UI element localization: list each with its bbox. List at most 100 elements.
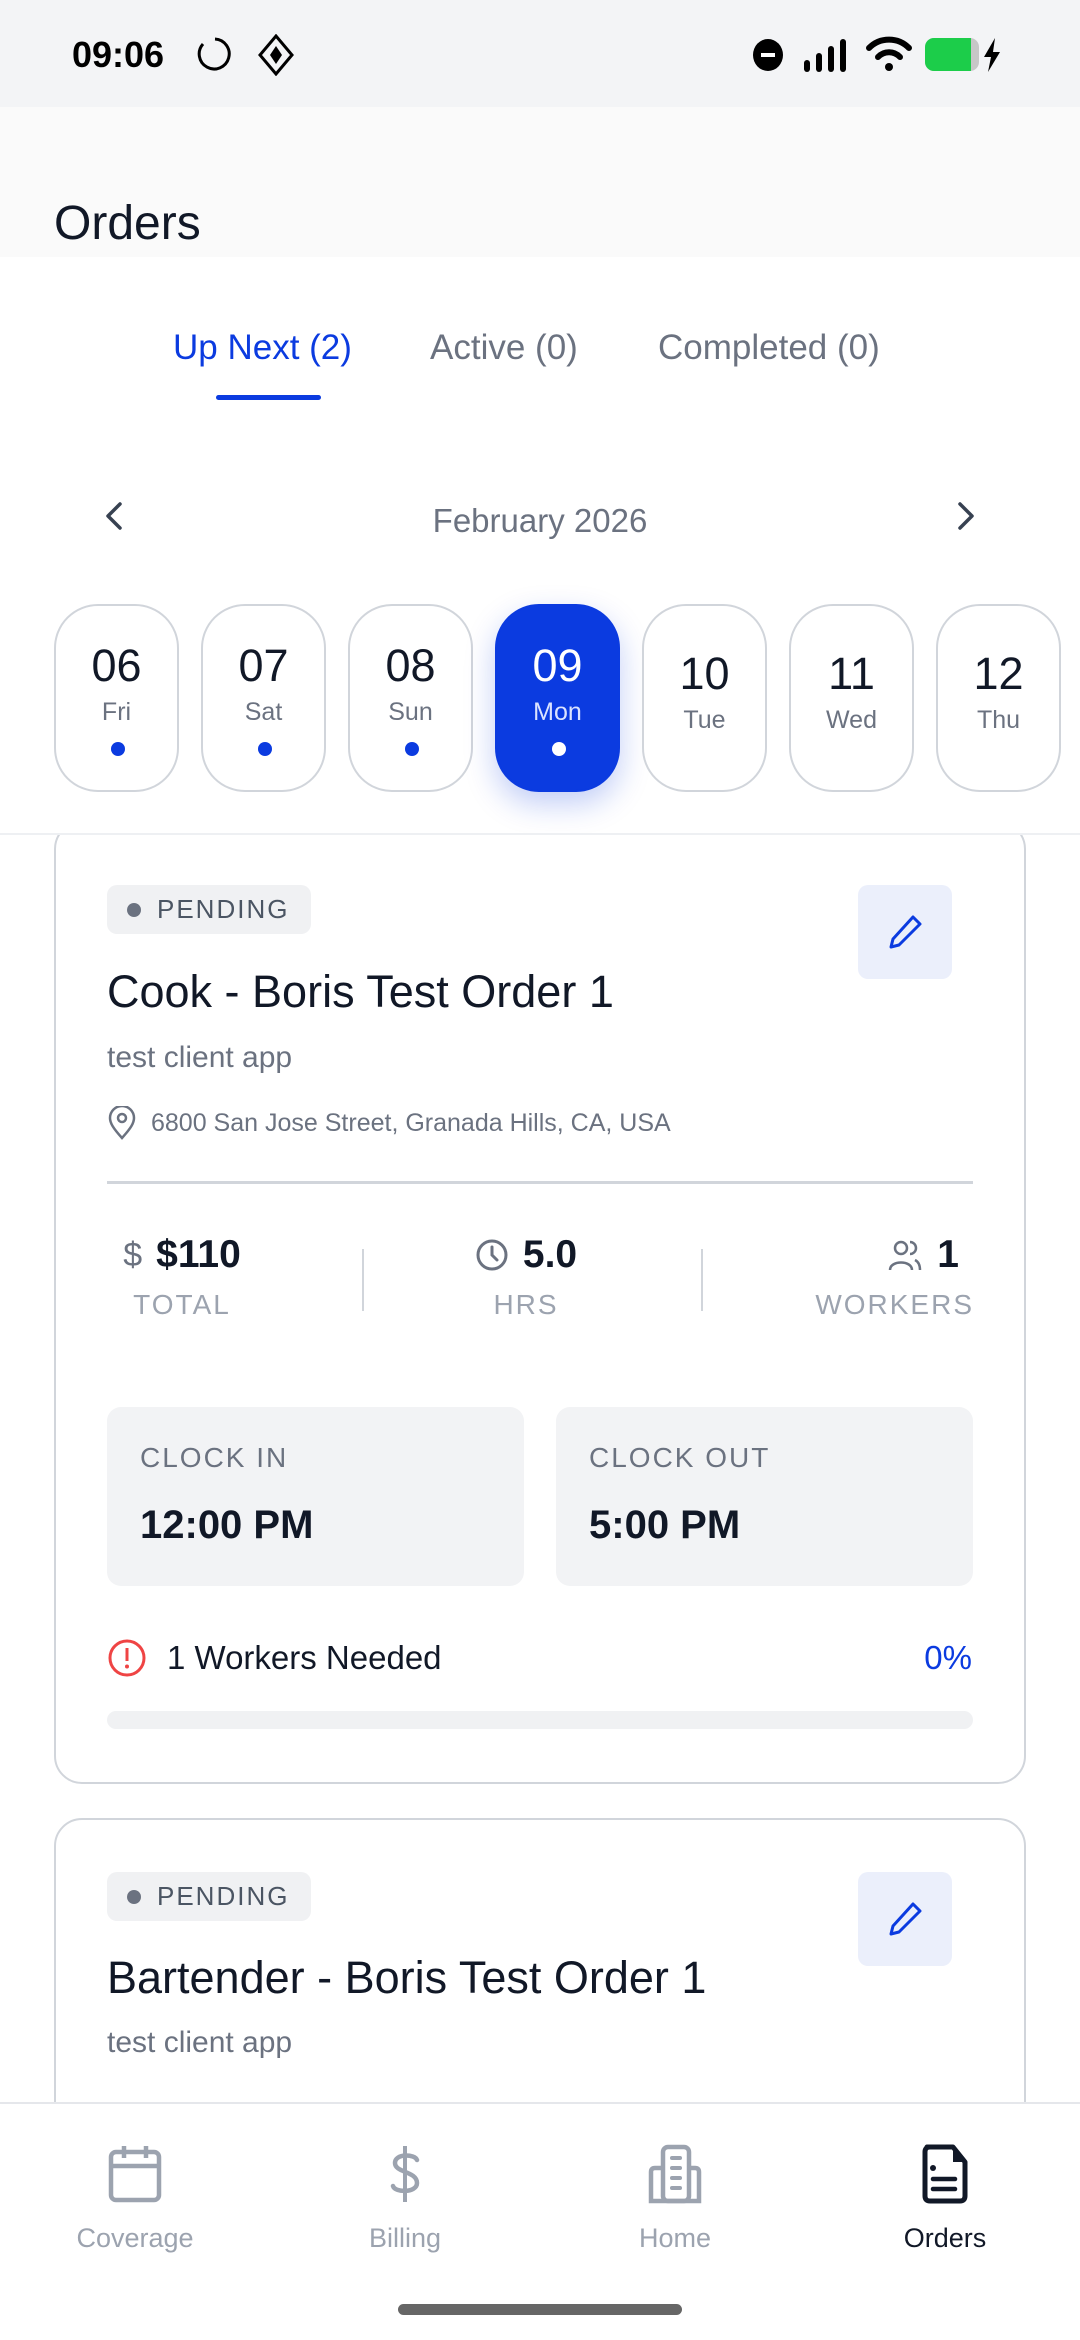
day-pill-10[interactable]: 10 Tue: [642, 604, 767, 792]
home-indicator[interactable]: [398, 2304, 682, 2315]
clock-out-time: 5:00 PM: [589, 1503, 741, 1547]
stat-divider: [701, 1249, 703, 1311]
nav-billing[interactable]: Billing: [270, 2144, 540, 2254]
prev-month-button[interactable]: [100, 496, 130, 546]
status-badge: PENDING: [107, 885, 312, 934]
fill-progress-bar: [107, 1711, 973, 1729]
total-stat: $ $110 TOTAL: [107, 1233, 257, 1321]
clock-in-label: CLOCK IN: [140, 1442, 289, 1473]
clock-out-label: CLOCK OUT: [589, 1442, 771, 1473]
hours-stat: 5.0 HRS: [451, 1233, 601, 1321]
location-pin-icon: [108, 1106, 136, 1140]
has-orders-dot: [111, 742, 125, 756]
order-card[interactable]: PENDING Bartender - Boris Test Order 1 t…: [54, 1818, 1026, 2102]
clock-in-box: CLOCK IN 12:00 PM: [107, 1407, 524, 1586]
calendar-icon: [108, 2146, 162, 2203]
day-number: 06: [91, 640, 142, 691]
total-value: $110: [156, 1233, 241, 1276]
users-icon: [889, 1240, 922, 1271]
clock-icon: [476, 1239, 508, 1271]
workers-needed: 1 Workers Needed: [107, 1638, 442, 1678]
order-card[interactable]: PENDING Cook - Boris Test Order 1 test c…: [54, 835, 1026, 1784]
status-time: 09:06: [72, 34, 165, 75]
day-of-week: Thu: [976, 706, 1021, 734]
dollar-icon: [390, 2146, 420, 2202]
day-of-week: Tue: [683, 706, 726, 734]
dollar-icon: $: [123, 1235, 143, 1274]
charging-icon: [984, 38, 1000, 72]
nav-label: Home: [638, 2223, 712, 2253]
status-badge: PENDING: [107, 1872, 312, 1921]
day-pill-06[interactable]: 06 Fri: [54, 604, 179, 792]
nav-label: Orders: [903, 2223, 987, 2253]
day-pill-11[interactable]: 11 Wed: [789, 604, 914, 792]
client-name: test client app: [107, 2026, 293, 2059]
day-number: 07: [238, 640, 289, 691]
document-icon: [922, 2144, 968, 2204]
alert-icon: [108, 1639, 146, 1677]
loading-icon: [197, 37, 231, 71]
address-text: 6800 San Jose Street, Granada Hills, CA,…: [151, 1108, 671, 1137]
header: [0, 107, 1080, 257]
order-title: Cook - Boris Test Order 1: [107, 966, 614, 1017]
clock-out-box: CLOCK OUT 5:00 PM: [556, 1407, 973, 1586]
wifi-icon: [866, 36, 912, 71]
day-of-week: Sun: [388, 698, 433, 726]
building-icon: [648, 2144, 702, 2204]
active-tab-indicator: [216, 395, 321, 400]
day-number: 08: [385, 640, 436, 691]
edit-button[interactable]: [858, 885, 952, 979]
has-orders-dot: [405, 742, 419, 756]
orders-list[interactable]: PENDING Cook - Boris Test Order 1 test c…: [0, 835, 1080, 2102]
hours-label: HRS: [493, 1289, 559, 1320]
app-diamond-icon: [258, 34, 294, 76]
day-of-week: Fri: [101, 698, 132, 726]
page-title: Orders: [54, 197, 201, 250]
day-number: 09: [532, 640, 583, 691]
status-text: PENDING: [157, 894, 290, 924]
month-label: February 2026: [432, 502, 648, 539]
workers-needed-text: 1 Workers Needed: [167, 1639, 442, 1676]
nav-coverage[interactable]: Coverage: [0, 2144, 270, 2254]
nav-home[interactable]: Home: [540, 2144, 810, 2254]
signal-icon: [804, 39, 846, 72]
day-number: 11: [828, 648, 875, 699]
day-pill-12[interactable]: 12 Thu: [936, 604, 1061, 792]
day-of-week: Sat: [244, 698, 283, 726]
workers-stat: 1 WORKERS: [776, 1233, 974, 1321]
day-of-week: Wed: [826, 706, 877, 734]
day-pill-08[interactable]: 08 Sun: [348, 604, 473, 792]
total-label: TOTAL: [133, 1289, 231, 1320]
hours-value: 5.0: [522, 1233, 578, 1276]
next-month-button[interactable]: [950, 496, 980, 546]
card-divider: [107, 1181, 973, 1184]
clock-in-time: 12:00 PM: [140, 1503, 314, 1547]
order-title: Bartender - Boris Test Order 1: [107, 1952, 707, 2003]
day-of-week: Mon: [533, 698, 582, 726]
client-name: test client app: [107, 1041, 293, 1074]
tab-active[interactable]: Active (0): [430, 328, 578, 367]
bottom-nav: Coverage Billing Home Orders: [0, 2102, 1080, 2340]
nav-label: Coverage: [76, 2223, 194, 2253]
tab-completed[interactable]: Completed (0): [658, 328, 880, 367]
edit-button[interactable]: [858, 1872, 952, 1966]
divider: [0, 833, 1080, 835]
workers-value: 1: [937, 1233, 959, 1276]
pencil-icon: [889, 915, 922, 949]
day-pill-07[interactable]: 07 Sat: [201, 604, 326, 792]
status-bar: 09:06: [0, 0, 1080, 107]
day-number: 10: [679, 648, 730, 699]
has-orders-dot: [258, 742, 272, 756]
workers-label: WORKERS: [815, 1289, 974, 1320]
fill-percent: 0%: [924, 1639, 972, 1676]
stat-divider: [362, 1249, 364, 1311]
status-text: PENDING: [157, 1881, 290, 1911]
day-number: 12: [973, 648, 1024, 699]
day-pill-09[interactable]: 09 Mon: [495, 604, 620, 792]
tab-up-next[interactable]: Up Next (2): [173, 328, 352, 367]
nav-orders[interactable]: Orders: [810, 2144, 1080, 2254]
dnd-icon: [753, 39, 783, 71]
nav-label: Billing: [368, 2223, 442, 2253]
battery-icon: [925, 38, 979, 71]
has-orders-dot: [552, 742, 566, 756]
